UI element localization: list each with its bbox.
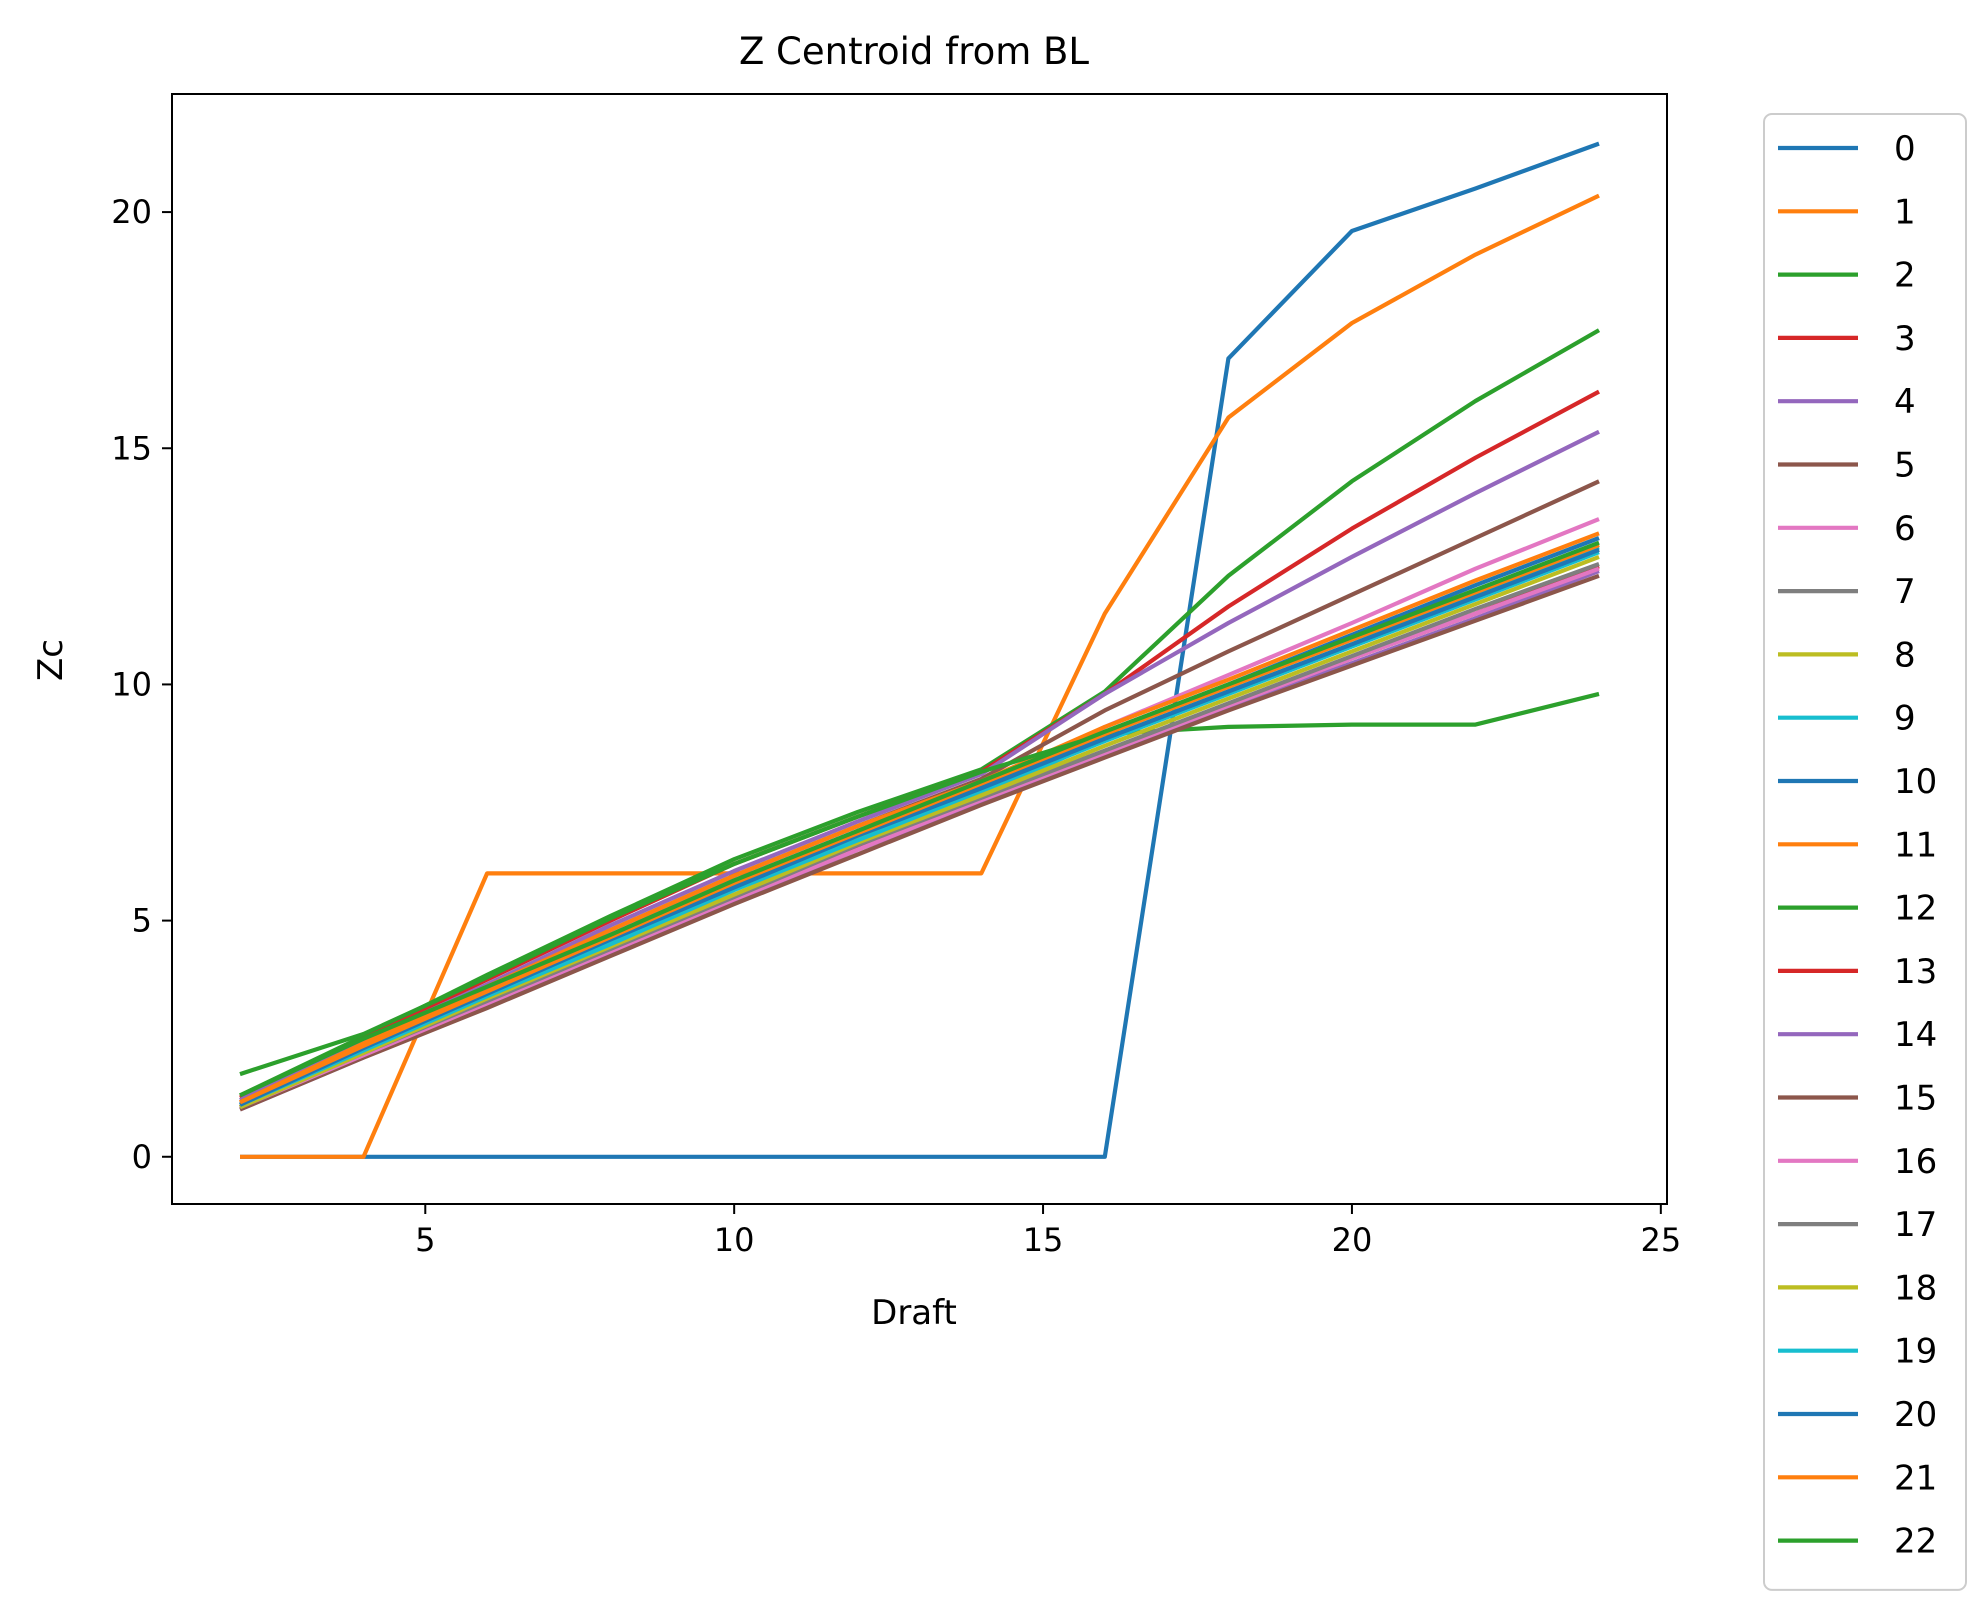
series-line-19 <box>239 550 1600 1107</box>
legend-label-8: 8 <box>1894 635 1916 675</box>
series-line-18 <box>239 554 1600 1110</box>
y-tick-label: 5 <box>132 902 152 940</box>
series-line-15 <box>239 573 1600 1112</box>
legend-label-22: 22 <box>1894 1522 1937 1562</box>
series-line-21 <box>239 543 1600 1105</box>
x-tick-label: 5 <box>415 1221 435 1259</box>
y-tick-label: 15 <box>111 429 152 467</box>
x-tick-label: 20 <box>1332 1221 1373 1259</box>
x-axis-label: Draft <box>871 1293 957 1333</box>
legend-label-4: 4 <box>1894 382 1916 422</box>
legend-box <box>1763 113 1967 1591</box>
legend-label-13: 13 <box>1894 952 1937 992</box>
x-tick-label: 15 <box>1023 1221 1064 1259</box>
legend-label-18: 18 <box>1894 1268 1937 1308</box>
axes-layer: 5 10 15 20 25 0 5 10 15 20 <box>111 93 1681 1259</box>
x-tick-label: 10 <box>714 1221 755 1259</box>
legend-label-1: 1 <box>1894 192 1916 232</box>
legend-label-14: 14 <box>1894 1015 1937 1055</box>
series-line-22 <box>239 540 1600 1098</box>
legend-label-7: 7 <box>1894 572 1916 612</box>
legend-label-19: 19 <box>1894 1332 1937 1372</box>
legend-label-17: 17 <box>1894 1205 1937 1245</box>
y-tick-label: 10 <box>111 665 152 703</box>
legend-label-21: 21 <box>1894 1458 1937 1498</box>
x-tick-label: 25 <box>1640 1221 1681 1259</box>
legend-label-12: 12 <box>1894 889 1937 929</box>
legend-label-5: 5 <box>1894 446 1916 486</box>
legend-label-15: 15 <box>1894 1079 1937 1119</box>
y-tick-label: 0 <box>132 1138 152 1176</box>
series-line-16 <box>239 566 1600 1110</box>
legend-label-3: 3 <box>1894 319 1916 359</box>
series-layer <box>239 141 1601 1159</box>
series-line-20 <box>239 547 1600 1107</box>
legend-label-10: 10 <box>1894 762 1937 802</box>
legend-label-6: 6 <box>1894 509 1916 549</box>
y-tick-label: 20 <box>111 193 152 231</box>
chart-title: Z Centroid from BL <box>739 30 1089 73</box>
legend-label-0: 0 <box>1894 129 1916 169</box>
series-line-1 <box>240 193 1600 1159</box>
series-line-0 <box>240 141 1600 1159</box>
legend-label-16: 16 <box>1894 1142 1937 1182</box>
legend-label-2: 2 <box>1894 256 1916 296</box>
plot-frame <box>171 93 1668 1205</box>
legend-label-20: 20 <box>1894 1395 1937 1435</box>
legend-label-11: 11 <box>1894 825 1937 865</box>
series-line-12 <box>239 691 1600 1077</box>
legend-label-9: 9 <box>1894 699 1916 739</box>
y-axis-label: Zc <box>31 639 71 681</box>
